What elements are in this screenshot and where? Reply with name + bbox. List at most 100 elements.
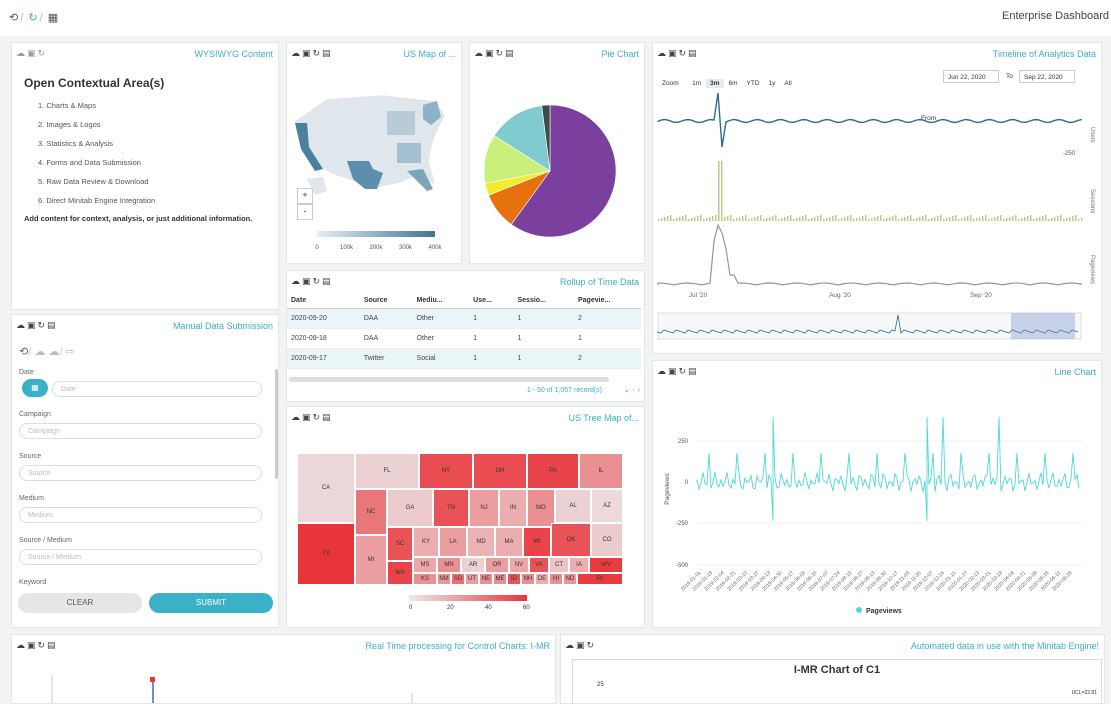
treemap-cell[interactable]: IN bbox=[499, 489, 527, 527]
legend-marker[interactable] bbox=[856, 607, 862, 613]
zoom-option-button[interactable]: 1y bbox=[768, 80, 776, 87]
treemap-cell[interactable]: OK bbox=[551, 523, 591, 557]
table-column-header[interactable]: Source bbox=[359, 293, 413, 309]
treemap-cell[interactable]: WV bbox=[589, 557, 623, 573]
zoom-option-button[interactable]: 6m bbox=[728, 80, 738, 87]
treemap-cell[interactable]: UT bbox=[465, 573, 479, 585]
to-date-input[interactable]: Sep 22, 2020 bbox=[1019, 70, 1075, 83]
prev-page-icon[interactable]: ‹ bbox=[632, 385, 636, 394]
treemap-cell[interactable]: DE bbox=[535, 573, 549, 585]
treemap-cell[interactable]: NJ bbox=[469, 489, 499, 527]
treemap-cell[interactable]: KY bbox=[413, 527, 439, 557]
treemap-cell[interactable]: WA bbox=[387, 561, 413, 585]
navigator-selection[interactable] bbox=[1011, 313, 1075, 339]
panel-toolbar-icons[interactable]: ☁▣↻▤ bbox=[16, 320, 58, 330]
treemap-cell[interactable]: SD bbox=[451, 573, 465, 585]
treemap-cell[interactable]: RI bbox=[577, 573, 623, 585]
pie-slice[interactable] bbox=[510, 104, 617, 238]
panel-toolbar-icons[interactable]: ☁▣↻▤ bbox=[16, 640, 58, 650]
treemap-cell[interactable]: NC bbox=[355, 489, 387, 535]
table-row[interactable]: 2020-09-20 DAA Other 1 1 2 bbox=[287, 308, 641, 329]
history-icon[interactable]: ⟲ bbox=[19, 346, 29, 358]
map-zoom-out-button[interactable]: - bbox=[297, 204, 313, 220]
treemap-cell[interactable]: TN bbox=[433, 489, 469, 527]
treemap-cell[interactable]: IL bbox=[579, 453, 623, 489]
form-field-input[interactable]: Source bbox=[19, 465, 262, 481]
treemap-cell[interactable]: TX bbox=[297, 523, 355, 585]
treemap-cell[interactable]: MI bbox=[355, 535, 387, 585]
form-field-input[interactable]: Source / Medium bbox=[19, 549, 262, 565]
from-date-input[interactable]: Jun 22, 2020 bbox=[943, 70, 999, 83]
navigator[interactable] bbox=[657, 312, 1082, 340]
treemap-cell[interactable]: MO bbox=[527, 489, 555, 527]
table-column-header[interactable]: Sessio... bbox=[513, 293, 574, 309]
submit-button[interactable]: SUBMIT bbox=[149, 593, 273, 613]
zoom-option-button[interactable]: 1m bbox=[692, 80, 702, 87]
treemap-cell[interactable]: GA bbox=[387, 489, 433, 527]
treemap-cell[interactable]: SC bbox=[387, 527, 413, 561]
treemap-cell[interactable]: OR bbox=[485, 557, 509, 573]
panel-toolbar-icons[interactable]: ☁▣↻▤ bbox=[291, 276, 333, 286]
zoom-option-button[interactable]: YTD bbox=[746, 80, 760, 87]
table-scrollbar[interactable] bbox=[289, 377, 609, 382]
zoom-option-button[interactable]: 3m bbox=[706, 79, 724, 88]
history-icon[interactable]: ⟲ bbox=[9, 12, 19, 24]
table-column-header[interactable]: Mediu... bbox=[412, 293, 470, 309]
treemap-cell[interactable]: OH bbox=[473, 453, 527, 489]
legend-label[interactable]: Pageviews bbox=[866, 608, 902, 615]
treemap-cell[interactable]: ND bbox=[563, 573, 577, 585]
treemap-cell[interactable]: WI bbox=[523, 527, 551, 557]
form-scrollbar[interactable] bbox=[275, 369, 278, 479]
treemap-cell[interactable]: NH bbox=[521, 573, 535, 585]
treemap-cell[interactable]: MD bbox=[467, 527, 495, 557]
treemap-cell[interactable]: ID bbox=[507, 573, 521, 585]
calendar-icon[interactable]: ▦ bbox=[47, 12, 59, 24]
treemap-cell[interactable]: AR bbox=[461, 557, 485, 573]
treemap-cell[interactable]: FL bbox=[355, 453, 419, 489]
zoom-option-button[interactable]: All bbox=[784, 80, 792, 87]
pie-slice[interactable] bbox=[493, 105, 551, 172]
form-field-input[interactable]: Date bbox=[52, 381, 262, 397]
treemap-cell[interactable]: NV bbox=[509, 557, 529, 573]
treemap-cell[interactable]: PA bbox=[527, 453, 579, 489]
export-icon[interactable]: ⇨ bbox=[65, 346, 75, 358]
treemap-cell[interactable]: MN bbox=[437, 557, 461, 573]
pie-slice[interactable] bbox=[541, 104, 551, 172]
table-row[interactable]: 2020-09-18 DAA Other 1 1 1 bbox=[287, 328, 641, 349]
upload-icon[interactable]: ☁ bbox=[34, 346, 46, 358]
panel-toolbar-icons[interactable]: ☁▣↻▤ bbox=[657, 48, 699, 58]
treemap-cell[interactable]: NY bbox=[419, 453, 473, 489]
treemap-cell[interactable]: IA bbox=[569, 557, 589, 573]
panel-toolbar-icons[interactable]: ☁▣↻ bbox=[16, 48, 48, 58]
table-column-header[interactable]: Use... bbox=[469, 293, 514, 309]
treemap-cell[interactable]: MA bbox=[495, 527, 523, 557]
treemap-cell[interactable]: NM bbox=[437, 573, 451, 585]
treemap-cell[interactable]: AL bbox=[555, 489, 591, 523]
form-field-input[interactable]: Medium bbox=[19, 507, 262, 523]
treemap-cell[interactable]: MS bbox=[413, 557, 437, 573]
treemap-cell[interactable]: CA bbox=[297, 453, 355, 523]
panel-toolbar-icons[interactable]: ☁▣↻▤ bbox=[474, 48, 516, 58]
download-icon[interactable]: ☁ bbox=[48, 346, 60, 358]
date-picker-button[interactable]: ▦ bbox=[22, 379, 48, 397]
table-column-header[interactable]: Pagevie... bbox=[574, 293, 641, 309]
treemap-cell[interactable]: CT bbox=[549, 557, 569, 573]
refresh-icon[interactable]: ↻ bbox=[28, 12, 38, 24]
treemap-cell[interactable]: NE bbox=[479, 573, 493, 585]
treemap-cell[interactable]: ME bbox=[493, 573, 507, 585]
treemap-cell[interactable]: HI bbox=[549, 573, 563, 585]
panel-toolbar-icons[interactable]: ☁▣↻▤ bbox=[291, 48, 333, 58]
table-row[interactable]: 2020-09-17 Twitter Social 1 1 2 bbox=[287, 348, 641, 369]
form-field-input[interactable]: Campaign bbox=[19, 423, 262, 439]
panel-toolbar-icons[interactable]: ☁▣↻ bbox=[565, 640, 597, 650]
table-column-header[interactable]: Date bbox=[287, 293, 360, 309]
page-size-chevron-icon[interactable]: ⌄ bbox=[623, 385, 631, 394]
next-page-icon[interactable]: › bbox=[637, 385, 640, 394]
treemap-cell[interactable]: LA bbox=[439, 527, 467, 557]
panel-toolbar-icons[interactable]: ☁▣↻▤ bbox=[291, 412, 333, 422]
clear-button[interactable]: CLEAR bbox=[18, 593, 142, 613]
panel-toolbar-icons[interactable]: ☁▣↻▤ bbox=[657, 366, 699, 376]
treemap-cell[interactable]: KS bbox=[413, 573, 437, 585]
treemap-cell[interactable]: AZ bbox=[591, 489, 623, 523]
treemap-cell[interactable]: VA bbox=[529, 557, 549, 573]
